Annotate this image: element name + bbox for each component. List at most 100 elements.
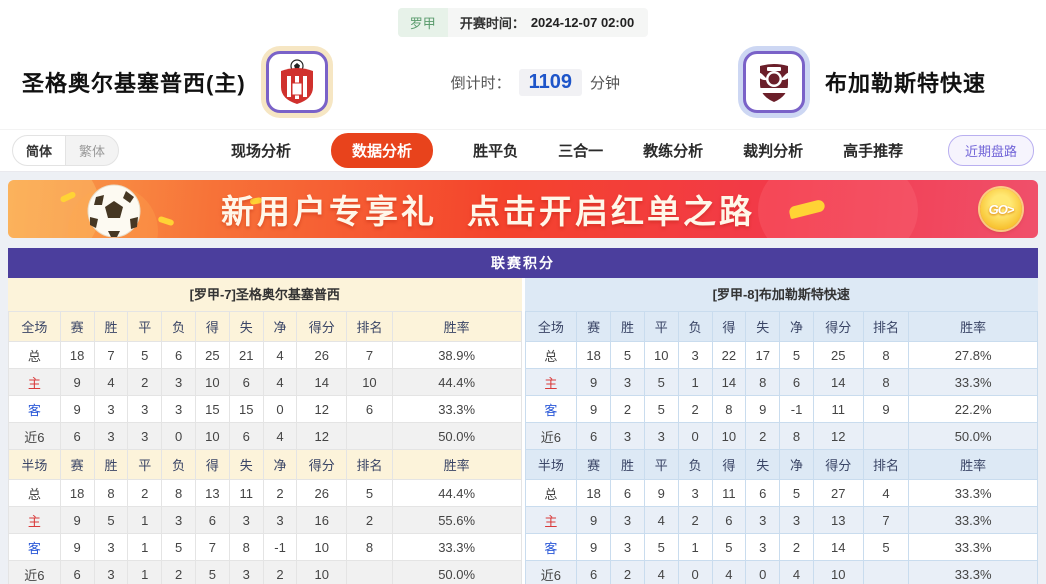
table-cell: -1 bbox=[779, 395, 814, 423]
row-label: 客 bbox=[524, 395, 578, 423]
column-header: 得 bbox=[711, 449, 747, 480]
table-cell: 5 bbox=[93, 506, 129, 534]
table-cell: 44.4% bbox=[391, 479, 522, 507]
column-header: 排名 bbox=[346, 311, 393, 342]
table-cell: 10 bbox=[296, 560, 348, 584]
table-cell: 5 bbox=[862, 533, 910, 561]
column-header: 排名 bbox=[346, 449, 393, 480]
promo-banner[interactable]: 新用户专享礼 点击开启红单之路 GO> bbox=[8, 180, 1038, 238]
table-cell: 3 bbox=[93, 422, 129, 450]
table-cell: 2 bbox=[745, 422, 781, 450]
row-label: 主 bbox=[524, 506, 578, 534]
table-row: 主 9 3 5 1 14 8 6 14 8 33.3% bbox=[524, 368, 1038, 396]
table-cell: 5 bbox=[610, 341, 645, 369]
table-cell: 5 bbox=[195, 560, 230, 584]
column-header: 得分 bbox=[296, 311, 348, 342]
table-cell: 9 bbox=[59, 368, 95, 396]
column-header: 平 bbox=[127, 449, 163, 480]
teams-row: 圣格奥尔基塞普西(主) 倒计时： 1109 分钟 bbox=[0, 37, 1046, 129]
table-cell: 6 bbox=[346, 395, 393, 423]
nav-tab[interactable]: 教练分析 bbox=[643, 143, 704, 160]
away-team-logo bbox=[742, 51, 805, 113]
nav-tab[interactable]: 胜平负 bbox=[473, 143, 519, 160]
table-cell: 3 bbox=[643, 422, 679, 450]
away-stats-table: 全场赛胜平负得失净得分 排名 胜率 总 18 5 10 3 22 17 5 25 8 27.8% 主 9 3 5… bbox=[524, 311, 1039, 584]
table-row: 主 9 5 1 3 6 3 3 16 2 55.6% bbox=[8, 506, 522, 534]
table-cell: 0 bbox=[262, 395, 298, 423]
kickoff-info: 罗甲 开赛时间： 2024-12-07 02:00 bbox=[397, 8, 649, 37]
table-cell: 25 bbox=[195, 341, 230, 369]
table-cell: 5 bbox=[643, 368, 679, 396]
home-stats-table: 全场赛胜平负得失净得分 排名 胜率 总 18 7 5 6 25 21 4 26 7 38.9% 主 9 4 2 3… bbox=[8, 311, 522, 584]
row-label: 客 bbox=[8, 395, 61, 423]
table-cell: 10 bbox=[296, 533, 348, 561]
table-row: 客 9 3 5 1 5 3 2 14 5 33.3% bbox=[524, 533, 1038, 561]
nav-tab[interactable]: 数据分析 bbox=[331, 133, 434, 168]
table-cell: 3 bbox=[161, 506, 196, 534]
column-header: 负 bbox=[677, 449, 713, 480]
table-cell: 9 bbox=[576, 533, 612, 561]
table-cell: 33.3% bbox=[908, 368, 1038, 396]
table-cell: 4 bbox=[262, 341, 298, 369]
column-header: 胜率 bbox=[908, 449, 1038, 480]
table-cell: 4 bbox=[262, 368, 298, 396]
go-button[interactable]: GO> bbox=[980, 188, 1022, 230]
away-team-name: 布加勒斯特快速 bbox=[824, 71, 986, 96]
table-cell: 55.6% bbox=[391, 506, 522, 534]
table-cell: 6 bbox=[576, 422, 612, 450]
table-cell: 13 bbox=[812, 506, 864, 534]
table-cell: 11 bbox=[812, 395, 864, 423]
lang-simplified-button[interactable]: 简体 bbox=[13, 136, 67, 165]
away-full-header-row: 全场赛胜平负得失净得分 排名 胜率 bbox=[524, 311, 1038, 342]
table-cell: 8 bbox=[228, 533, 264, 561]
column-header: 得 bbox=[711, 311, 747, 342]
column-header: 得分 bbox=[812, 311, 864, 342]
column-header: 胜率 bbox=[391, 311, 522, 342]
table-cell: 3 bbox=[228, 560, 264, 584]
table-cell: 2 bbox=[161, 560, 196, 584]
table-row: 总 18 5 10 3 22 17 5 25 8 27.8% bbox=[524, 341, 1038, 369]
table-cell: 22.2% bbox=[908, 395, 1038, 423]
table-cell: 5 bbox=[643, 533, 679, 561]
nav-tab[interactable]: 三合一 bbox=[558, 143, 604, 160]
table-cell: 2 bbox=[677, 395, 713, 423]
table-cell: 8 bbox=[779, 422, 814, 450]
language-toggle: 简体 繁体 bbox=[12, 135, 120, 166]
nav-tab[interactable]: 裁判分析 bbox=[743, 143, 804, 160]
column-header: 胜 bbox=[93, 449, 129, 480]
table-cell: 8 bbox=[161, 479, 196, 507]
table-cell: 1 bbox=[127, 560, 163, 584]
nav-tab[interactable]: 高手推荐 bbox=[843, 143, 904, 160]
table-cell: 6 bbox=[610, 479, 645, 507]
table-cell: 2 bbox=[262, 560, 298, 584]
league-badge[interactable]: 罗甲 bbox=[397, 8, 448, 37]
table-cell: 27.8% bbox=[908, 341, 1038, 369]
recent-odds-button[interactable]: 近期盘路 bbox=[947, 135, 1034, 166]
table-cell: 15 bbox=[195, 395, 230, 423]
column-header: 胜 bbox=[93, 311, 129, 342]
table-cell: 44.4% bbox=[391, 368, 522, 396]
table-cell: 5 bbox=[346, 479, 393, 507]
row-label: 近6 bbox=[8, 422, 61, 450]
table-cell: 9 bbox=[745, 395, 781, 423]
table-cell: 13 bbox=[195, 479, 230, 507]
lang-traditional-button[interactable]: 繁体 bbox=[79, 144, 106, 159]
table-cell: 4 bbox=[93, 368, 129, 396]
table-cell: 25 bbox=[812, 341, 864, 369]
nav-tab[interactable]: 现场分析 bbox=[231, 143, 292, 160]
table-cell bbox=[862, 560, 910, 584]
banner-text-part2: 点击开启红单之路 bbox=[467, 193, 755, 230]
table-cell: 18 bbox=[59, 341, 95, 369]
table-cell: 4 bbox=[262, 422, 298, 450]
table-cell: 33.3% bbox=[908, 533, 1038, 561]
table-cell: 2 bbox=[779, 533, 814, 561]
column-header: 得分 bbox=[296, 449, 348, 480]
away-team-group: 布加勒斯特快速 bbox=[742, 51, 986, 113]
column-header: 失 bbox=[745, 449, 781, 480]
table-cell: 4 bbox=[711, 560, 747, 584]
table-cell: 14 bbox=[711, 368, 747, 396]
table-cell: 9 bbox=[576, 506, 612, 534]
table-cell: 2 bbox=[677, 506, 713, 534]
table-cell: 2 bbox=[610, 560, 645, 584]
home-team-logo bbox=[265, 51, 328, 113]
